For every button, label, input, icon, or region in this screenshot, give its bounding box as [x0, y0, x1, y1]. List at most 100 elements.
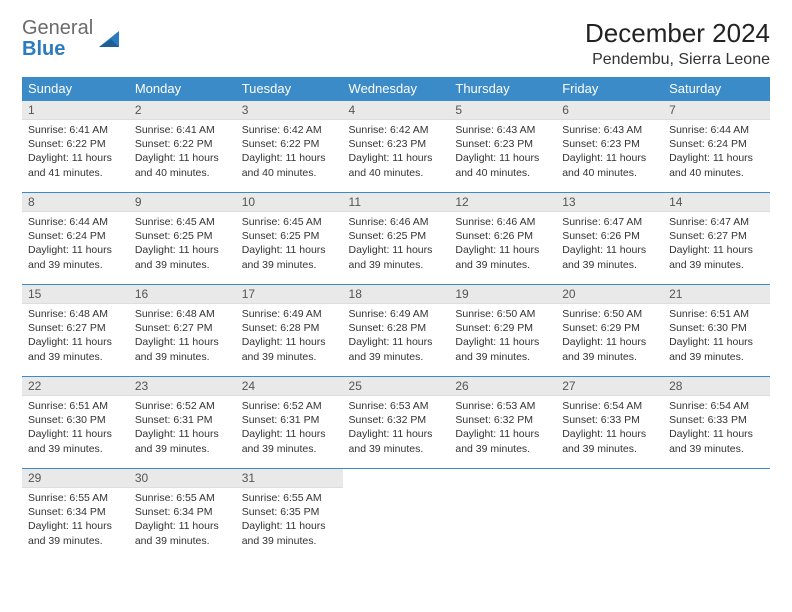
calendar-day-cell: 19Sunrise: 6:50 AMSunset: 6:29 PMDayligh…: [449, 285, 556, 377]
day-number: 7: [663, 101, 770, 120]
day-info: Sunrise: 6:51 AMSunset: 6:30 PMDaylight:…: [663, 304, 770, 368]
day-info: Sunrise: 6:42 AMSunset: 6:22 PMDaylight:…: [236, 120, 343, 184]
calendar-week-row: 1Sunrise: 6:41 AMSunset: 6:22 PMDaylight…: [22, 101, 770, 193]
day-number: 1: [22, 101, 129, 120]
day-info: Sunrise: 6:46 AMSunset: 6:25 PMDaylight:…: [343, 212, 450, 276]
day-info: Sunrise: 6:50 AMSunset: 6:29 PMDaylight:…: [449, 304, 556, 368]
day-info: Sunrise: 6:55 AMSunset: 6:34 PMDaylight:…: [129, 488, 236, 552]
day-number: 2: [129, 101, 236, 120]
day-number: 4: [343, 101, 450, 120]
day-info: Sunrise: 6:41 AMSunset: 6:22 PMDaylight:…: [22, 120, 129, 184]
calendar-day-cell: 15Sunrise: 6:48 AMSunset: 6:27 PMDayligh…: [22, 285, 129, 377]
calendar-day-cell: [556, 469, 663, 561]
day-info: Sunrise: 6:52 AMSunset: 6:31 PMDaylight:…: [236, 396, 343, 460]
logo: General Blue: [22, 18, 123, 60]
calendar-day-cell: 17Sunrise: 6:49 AMSunset: 6:28 PMDayligh…: [236, 285, 343, 377]
day-number: 14: [663, 193, 770, 212]
weekday-header-row: SundayMondayTuesdayWednesdayThursdayFrid…: [22, 77, 770, 101]
day-info: Sunrise: 6:43 AMSunset: 6:23 PMDaylight:…: [449, 120, 556, 184]
calendar-day-cell: 9Sunrise: 6:45 AMSunset: 6:25 PMDaylight…: [129, 193, 236, 285]
calendar-day-cell: 10Sunrise: 6:45 AMSunset: 6:25 PMDayligh…: [236, 193, 343, 285]
header: General Blue December 2024 Pendembu, Sie…: [22, 18, 770, 69]
day-info: Sunrise: 6:52 AMSunset: 6:31 PMDaylight:…: [129, 396, 236, 460]
calendar-day-cell: [663, 469, 770, 561]
day-number: 21: [663, 285, 770, 304]
day-number: 13: [556, 193, 663, 212]
day-info: Sunrise: 6:54 AMSunset: 6:33 PMDaylight:…: [663, 396, 770, 460]
calendar-day-cell: 18Sunrise: 6:49 AMSunset: 6:28 PMDayligh…: [343, 285, 450, 377]
calendar-day-cell: 5Sunrise: 6:43 AMSunset: 6:23 PMDaylight…: [449, 101, 556, 193]
day-info: Sunrise: 6:50 AMSunset: 6:29 PMDaylight:…: [556, 304, 663, 368]
calendar-day-cell: 22Sunrise: 6:51 AMSunset: 6:30 PMDayligh…: [22, 377, 129, 469]
day-number: 25: [343, 377, 450, 396]
day-info: Sunrise: 6:42 AMSunset: 6:23 PMDaylight:…: [343, 120, 450, 184]
day-info: Sunrise: 6:54 AMSunset: 6:33 PMDaylight:…: [556, 396, 663, 460]
day-number: 9: [129, 193, 236, 212]
weekday-header: Monday: [129, 77, 236, 101]
day-number: 10: [236, 193, 343, 212]
calendar-day-cell: 28Sunrise: 6:54 AMSunset: 6:33 PMDayligh…: [663, 377, 770, 469]
calendar-day-cell: 12Sunrise: 6:46 AMSunset: 6:26 PMDayligh…: [449, 193, 556, 285]
day-info: Sunrise: 6:55 AMSunset: 6:34 PMDaylight:…: [22, 488, 129, 552]
day-number: 29: [22, 469, 129, 488]
calendar-day-cell: 25Sunrise: 6:53 AMSunset: 6:32 PMDayligh…: [343, 377, 450, 469]
calendar-day-cell: 21Sunrise: 6:51 AMSunset: 6:30 PMDayligh…: [663, 285, 770, 377]
calendar-day-cell: 24Sunrise: 6:52 AMSunset: 6:31 PMDayligh…: [236, 377, 343, 469]
day-number: 12: [449, 193, 556, 212]
day-number: 28: [663, 377, 770, 396]
day-info: Sunrise: 6:48 AMSunset: 6:27 PMDaylight:…: [129, 304, 236, 368]
weekday-header: Saturday: [663, 77, 770, 101]
day-number: 26: [449, 377, 556, 396]
calendar-week-row: 29Sunrise: 6:55 AMSunset: 6:34 PMDayligh…: [22, 469, 770, 561]
day-number: 23: [129, 377, 236, 396]
day-number: 30: [129, 469, 236, 488]
day-number: 22: [22, 377, 129, 396]
calendar-day-cell: 31Sunrise: 6:55 AMSunset: 6:35 PMDayligh…: [236, 469, 343, 561]
weekday-header: Tuesday: [236, 77, 343, 101]
calendar-day-cell: 20Sunrise: 6:50 AMSunset: 6:29 PMDayligh…: [556, 285, 663, 377]
calendar-day-cell: 4Sunrise: 6:42 AMSunset: 6:23 PMDaylight…: [343, 101, 450, 193]
calendar-day-cell: 30Sunrise: 6:55 AMSunset: 6:34 PMDayligh…: [129, 469, 236, 561]
day-info: Sunrise: 6:46 AMSunset: 6:26 PMDaylight:…: [449, 212, 556, 276]
day-number: 8: [22, 193, 129, 212]
day-info: Sunrise: 6:53 AMSunset: 6:32 PMDaylight:…: [343, 396, 450, 460]
day-info: Sunrise: 6:49 AMSunset: 6:28 PMDaylight:…: [236, 304, 343, 368]
day-number: 16: [129, 285, 236, 304]
calendar-day-cell: 29Sunrise: 6:55 AMSunset: 6:34 PMDayligh…: [22, 469, 129, 561]
calendar-table: SundayMondayTuesdayWednesdayThursdayFrid…: [22, 77, 770, 561]
day-info: Sunrise: 6:47 AMSunset: 6:26 PMDaylight:…: [556, 212, 663, 276]
calendar-day-cell: 8Sunrise: 6:44 AMSunset: 6:24 PMDaylight…: [22, 193, 129, 285]
calendar-week-row: 22Sunrise: 6:51 AMSunset: 6:30 PMDayligh…: [22, 377, 770, 469]
calendar-day-cell: [343, 469, 450, 561]
logo-text-2: Blue: [22, 38, 65, 60]
calendar-day-cell: 6Sunrise: 6:43 AMSunset: 6:23 PMDaylight…: [556, 101, 663, 193]
day-info: Sunrise: 6:53 AMSunset: 6:32 PMDaylight:…: [449, 396, 556, 460]
day-number: 3: [236, 101, 343, 120]
weekday-header: Sunday: [22, 77, 129, 101]
calendar-day-cell: 1Sunrise: 6:41 AMSunset: 6:22 PMDaylight…: [22, 101, 129, 193]
day-info: Sunrise: 6:44 AMSunset: 6:24 PMDaylight:…: [22, 212, 129, 276]
day-info: Sunrise: 6:55 AMSunset: 6:35 PMDaylight:…: [236, 488, 343, 552]
day-number: 31: [236, 469, 343, 488]
day-info: Sunrise: 6:47 AMSunset: 6:27 PMDaylight:…: [663, 212, 770, 276]
day-number: 17: [236, 285, 343, 304]
calendar-day-cell: 14Sunrise: 6:47 AMSunset: 6:27 PMDayligh…: [663, 193, 770, 285]
weekday-header: Wednesday: [343, 77, 450, 101]
location: Pendembu, Sierra Leone: [585, 51, 770, 69]
day-number: 6: [556, 101, 663, 120]
title-block: December 2024 Pendembu, Sierra Leone: [585, 18, 770, 69]
day-number: 15: [22, 285, 129, 304]
day-number: 24: [236, 377, 343, 396]
calendar-day-cell: 26Sunrise: 6:53 AMSunset: 6:32 PMDayligh…: [449, 377, 556, 469]
page-title: December 2024: [585, 18, 770, 49]
calendar-day-cell: 27Sunrise: 6:54 AMSunset: 6:33 PMDayligh…: [556, 377, 663, 469]
day-info: Sunrise: 6:44 AMSunset: 6:24 PMDaylight:…: [663, 120, 770, 184]
day-number: 27: [556, 377, 663, 396]
day-number: 20: [556, 285, 663, 304]
day-number: 5: [449, 101, 556, 120]
day-info: Sunrise: 6:45 AMSunset: 6:25 PMDaylight:…: [236, 212, 343, 276]
calendar-day-cell: 7Sunrise: 6:44 AMSunset: 6:24 PMDaylight…: [663, 101, 770, 193]
calendar-day-cell: 23Sunrise: 6:52 AMSunset: 6:31 PMDayligh…: [129, 377, 236, 469]
day-number: 11: [343, 193, 450, 212]
calendar-day-cell: 2Sunrise: 6:41 AMSunset: 6:22 PMDaylight…: [129, 101, 236, 193]
